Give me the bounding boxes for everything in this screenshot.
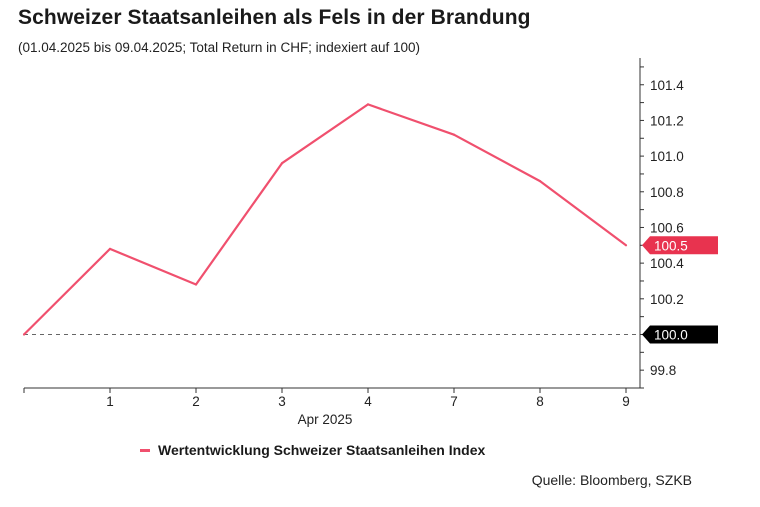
x-tick-label: 3 — [278, 394, 286, 409]
series-point — [22, 333, 26, 336]
last-value-label: 100.5 — [642, 236, 718, 255]
y-tick-label: 100.8 — [650, 185, 684, 200]
y-tick-label: 101.0 — [650, 149, 684, 164]
series-line — [23, 103, 627, 336]
series-point — [280, 162, 284, 165]
chart-legend: Wertentwicklung Schweizer Staatsanleihen… — [140, 442, 485, 458]
series-point — [624, 244, 628, 247]
x-tick-label: 1 — [106, 394, 114, 409]
series-point — [108, 247, 112, 250]
series-point — [366, 103, 370, 106]
chart-value-labels: 100.0 100.5 — [642, 236, 718, 344]
last-value-label-bg — [642, 236, 718, 255]
y-tick-label: 101.2 — [650, 113, 684, 128]
y-tick-label: 101.4 — [650, 78, 684, 93]
x-tick-label: 7 — [450, 394, 458, 409]
chart-subtitle: (01.04.2025 bis 09.04.2025; Total Return… — [18, 40, 421, 55]
series-point — [538, 179, 542, 183]
series-point — [194, 283, 198, 286]
source-note: Quelle: Bloomberg, SZKB — [531, 472, 692, 488]
x-tick-label: 2 — [192, 394, 200, 409]
baseline-value-label: 100.0 — [642, 325, 718, 344]
y-tick-label: 100.4 — [650, 256, 684, 271]
legend-label: Wertentwicklung Schweizer Staatsanleihen… — [158, 442, 486, 458]
y-tick-label: 99.8 — [650, 363, 676, 378]
x-tick-label: 9 — [622, 394, 630, 409]
x-tick-label: 4 — [364, 394, 372, 409]
baseline-value-label-text: 100.0 — [654, 327, 688, 342]
legend-swatch — [140, 448, 150, 452]
x-tick-label: 8 — [536, 394, 544, 409]
series-point — [452, 133, 456, 136]
y-tick-label: 100.2 — [650, 292, 684, 307]
chart-plot-area — [22, 103, 640, 336]
chart-axes: 99.8 100.2 100.4 100.6 100.8 101.0 101.2 101.4 1… — [23, 58, 684, 427]
x-axis-label: Apr 2025 — [298, 412, 353, 427]
baseline-value-label-bg — [642, 325, 718, 344]
chart-title: Schweizer Staatsanleihen als Fels in der… — [18, 6, 531, 29]
y-tick-label: 100.6 — [650, 220, 684, 235]
last-value-label-text: 100.5 — [654, 238, 688, 253]
